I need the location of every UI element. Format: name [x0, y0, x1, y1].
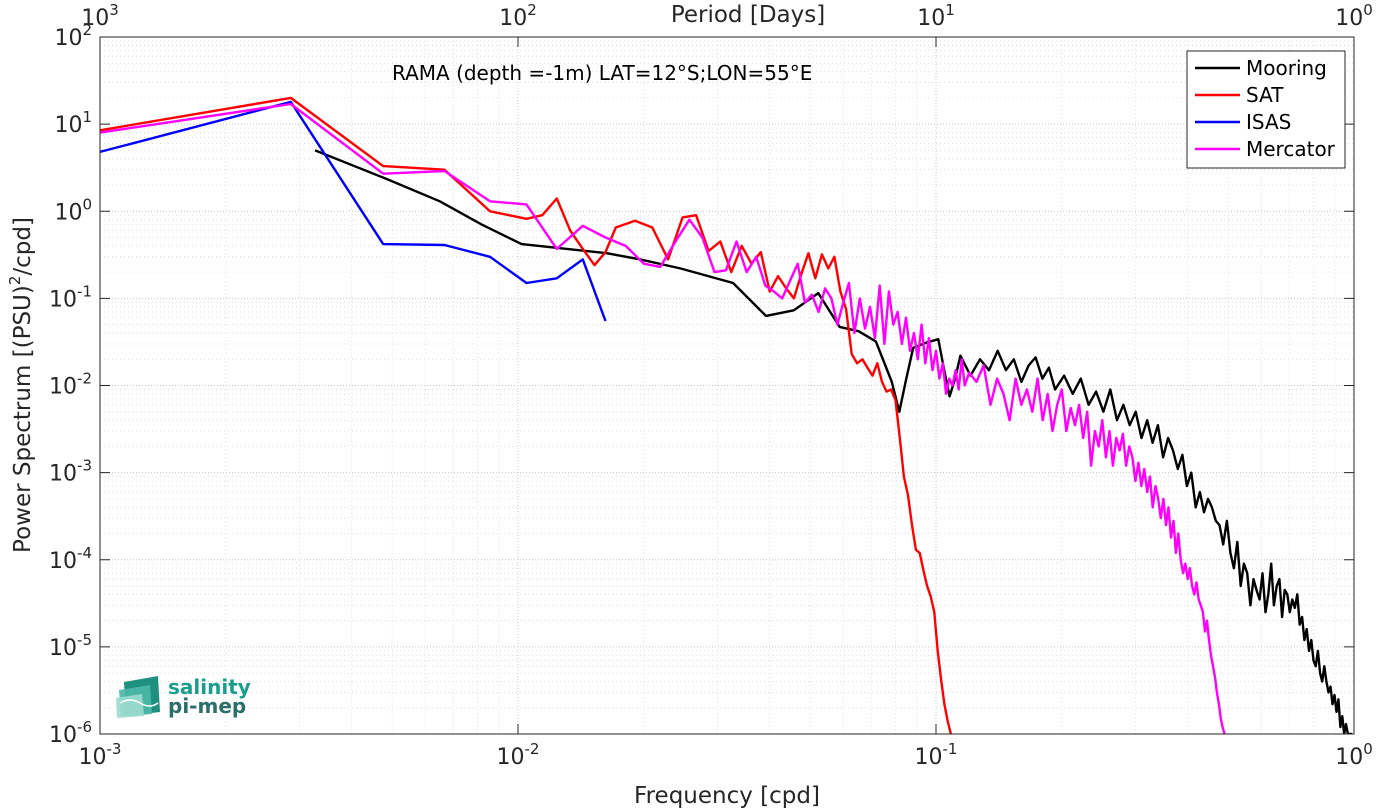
y-tick-label: 10-3	[49, 457, 92, 487]
series-line-mooring	[314, 149, 1353, 734]
legend-label-mooring: Mooring	[1246, 56, 1327, 80]
series-line-isas	[100, 100, 607, 322]
top-tick-label: 102	[499, 1, 537, 31]
y-tick-label: 102	[54, 21, 92, 51]
y-tick-label: 10-2	[49, 370, 92, 400]
series-line-mercator	[100, 102, 1226, 734]
x-tick-label: 10-2	[497, 740, 540, 770]
y-axis-title-sup: 2	[6, 276, 24, 286]
x-tick-label: 100	[1335, 740, 1373, 770]
x-tick-label: 10-1	[915, 740, 958, 770]
y-tick-label: 10-4	[49, 544, 92, 574]
y-tick-label: 10-1	[49, 282, 92, 312]
logo-wave-icon	[116, 676, 160, 718]
y-axis-title: Power Spectrum [(PSU)2/cpd]	[6, 217, 36, 553]
y-tick-label: 10-5	[49, 631, 92, 661]
legend: Mooring SAT ISAS Mercator	[1186, 50, 1346, 169]
legend-label-isas: ISAS	[1246, 110, 1291, 134]
logo-line1: salinity	[168, 675, 251, 699]
y-axis-title-tail: /cpd]	[10, 217, 36, 276]
series-lines	[100, 96, 1353, 734]
x-tick-label: 10-3	[79, 740, 122, 770]
legend-label-sat: SAT	[1246, 83, 1284, 107]
series-line-sat	[100, 96, 953, 734]
y-tick-label: 10-6	[49, 718, 92, 748]
logo-line2: pi-mep	[168, 694, 246, 718]
y-tick-label: 101	[54, 108, 92, 138]
chart-annotation: RAMA (depth =-1m) LAT=12°S;LON=55°E	[392, 61, 812, 85]
top-tick-label: 103	[81, 1, 119, 31]
axis-ticks	[99, 36, 1355, 735]
x-axis-title: Frequency [cpd]	[634, 783, 820, 809]
y-tick-label: 100	[54, 195, 92, 225]
minor-grid	[100, 37, 1354, 734]
top-tick-label: 100	[1335, 1, 1373, 31]
salinity-pi-mep-logo: salinity pi-mep	[116, 675, 251, 718]
y-axis-title-main: Power Spectrum [(PSU)	[10, 285, 36, 553]
top-axis-title: Period [Days]	[671, 2, 825, 28]
top-tick-label: 101	[917, 1, 955, 31]
legend-label-mercator: Mercator	[1246, 137, 1336, 161]
legend-items: Mooring SAT ISAS Mercator	[1195, 56, 1336, 161]
